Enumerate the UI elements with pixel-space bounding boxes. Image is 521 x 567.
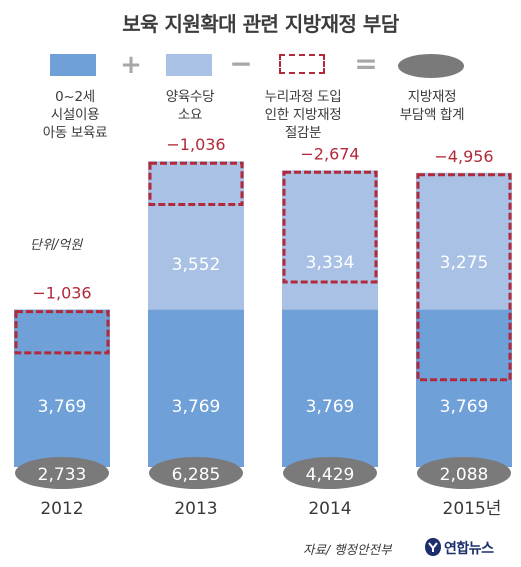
bar-childcare-3 [416, 172, 512, 310]
total-value-label-1: 6,285 [172, 465, 221, 485]
total-value-label-3: 2,088 [440, 465, 489, 485]
yonhap-logo-text: 연합뉴스 [444, 541, 494, 557]
legend-swatch-childcare [166, 54, 212, 76]
total-ellipse-0 [15, 457, 109, 489]
plus-operator: + [120, 50, 142, 80]
legend-swatch-base [50, 54, 96, 76]
bar-base-1 [148, 309, 244, 467]
yonhap-logo-icon [425, 538, 441, 556]
base-value-label-0: 3,769 [38, 397, 87, 417]
bar-childcare-2 [282, 170, 378, 310]
legend-label-childcare: 양육수당 소요 [165, 89, 215, 123]
savings-label-1: −1,036 [166, 135, 225, 154]
total-ellipse-3 [417, 457, 511, 489]
legend-swatch-savings [279, 54, 325, 74]
year-label-0: 2012 [40, 499, 83, 519]
savings-label-3: −4,956 [434, 147, 493, 166]
childcare-value-label-3: 3,275 [440, 253, 489, 273]
legend-swatch-total [398, 54, 464, 78]
childcare-value-label-1: 3,552 [172, 255, 221, 275]
savings-label-2: −2,674 [300, 144, 359, 163]
chart-title: 보육 지원확대 관련 지방재정 부담 [122, 12, 399, 36]
base-value-label-1: 3,769 [172, 397, 221, 417]
source-label: 자료/ 행정안전부 [303, 542, 392, 557]
total-ellipse-2 [283, 457, 377, 489]
minus-operator: − [229, 47, 253, 80]
savings-box-0 [14, 310, 110, 355]
equals-operator: = [354, 47, 378, 80]
savings-box-3 [416, 173, 512, 382]
unit-label: 단위/억원 [30, 238, 83, 253]
legend-label-savings: 누리과정 도입 인한 지방재정 절감분 [264, 89, 342, 141]
total-value-label-2: 4,429 [306, 465, 355, 485]
year-label-2: 2014 [308, 499, 351, 519]
total-ellipse-1 [149, 457, 243, 489]
bar-base-0 [14, 309, 110, 467]
savings-box-1 [148, 161, 244, 206]
childcare-value-label-2: 3,334 [306, 253, 355, 273]
base-value-label-3: 3,769 [440, 397, 489, 417]
year-label-1: 2013 [174, 499, 217, 519]
legend-label-base: 0~2세 시설이용 아동 보육료 [42, 89, 108, 141]
bar-childcare-1 [148, 161, 244, 310]
legend-label-total: 지방재정 부담액 합계 [399, 89, 465, 123]
total-value-label-0: 2,733 [38, 465, 87, 485]
year-label-3: 2015년 [443, 499, 502, 519]
base-value-label-2: 3,769 [306, 397, 355, 417]
bar-base-2 [282, 309, 378, 467]
savings-label-0: −1,036 [32, 284, 91, 303]
bar-base-3 [416, 309, 512, 467]
savings-box-2 [282, 170, 378, 284]
